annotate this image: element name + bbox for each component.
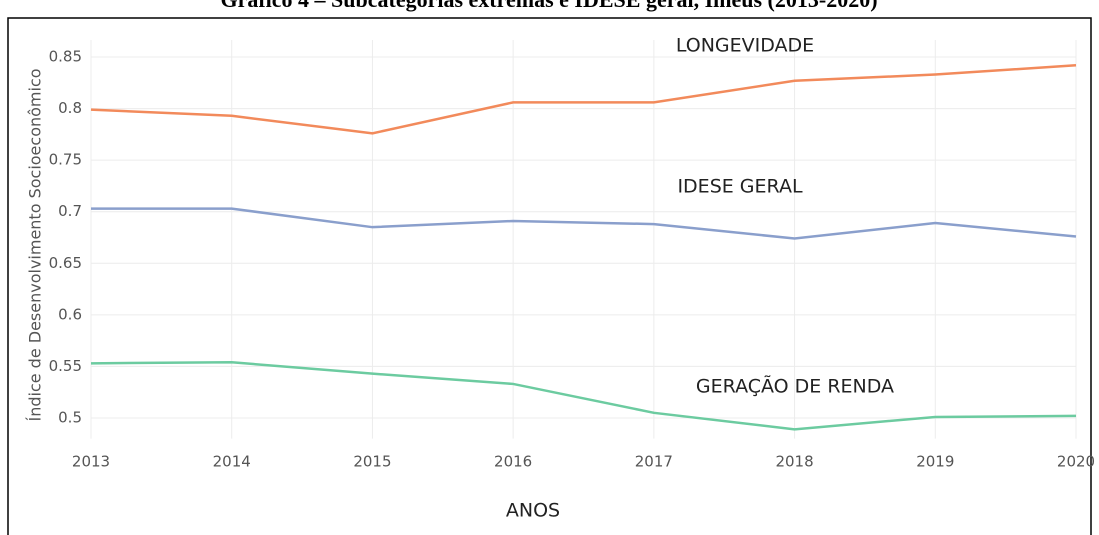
x-tick-label: 2017	[635, 453, 673, 471]
y-tick-label: 0.8	[58, 99, 82, 117]
series-label: LONGEVIDADE	[676, 35, 814, 57]
series-line	[90, 64, 1077, 135]
y-tick-label: 0.55	[49, 357, 82, 375]
x-tick-label: 2020	[1057, 453, 1095, 471]
series-label: GERAÇÃO DE RENDA	[696, 375, 894, 398]
x-tick-label: 2014	[213, 453, 251, 471]
y-tick-label: 0.85	[49, 48, 82, 66]
x-tick-label: 2016	[494, 453, 532, 471]
x-tick-label: 2015	[353, 453, 391, 471]
y-tick-label: 0.7	[58, 202, 82, 220]
chart-title: Gráfico 4 – Subcategorias extremas e IDE…	[220, 0, 877, 12]
x-axis-label: ANOS	[506, 500, 560, 522]
x-tick-label: 2019	[916, 453, 954, 471]
x-tick-label: 2018	[775, 453, 813, 471]
y-tick-label: 0.75	[49, 151, 82, 169]
x-tick-label: 2013	[72, 453, 110, 471]
y-tick-label: 0.5	[58, 408, 82, 426]
series-label: IDESE GERAL	[677, 176, 803, 198]
series-line	[90, 361, 1077, 431]
y-tick-label: 0.6	[58, 305, 82, 323]
y-tick-label: 0.65	[49, 254, 82, 272]
y-axis-label: Índice de Desenvolvimento Socioeconômico	[26, 68, 45, 421]
series-line	[91, 207, 1077, 240]
chart-frame	[7, 17, 1092, 535]
